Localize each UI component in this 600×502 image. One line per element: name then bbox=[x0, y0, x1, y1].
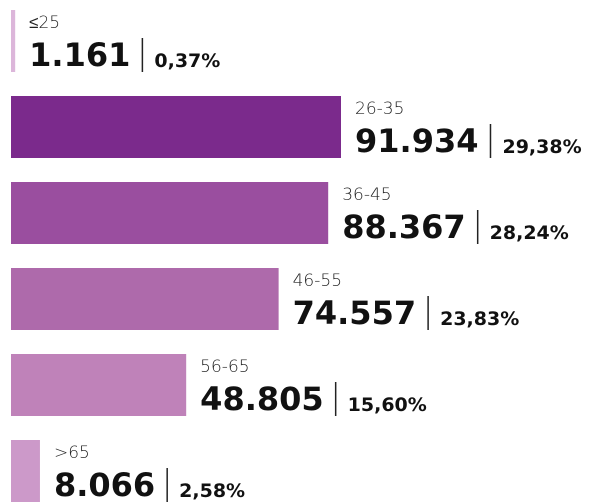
value-label: 8.066 bbox=[54, 466, 155, 502]
bar bbox=[11, 268, 279, 330]
category-label: 46-55 bbox=[293, 271, 342, 291]
bar bbox=[11, 354, 187, 416]
category-label: 26-35 bbox=[355, 99, 404, 119]
bar bbox=[11, 440, 40, 502]
share-label: 15,60% bbox=[348, 394, 427, 416]
value-label: 88.367 bbox=[342, 208, 465, 246]
value-label: 1.161 bbox=[29, 36, 130, 74]
value-label: 91.934 bbox=[355, 122, 478, 160]
bar bbox=[11, 96, 341, 158]
share-label: 23,83% bbox=[440, 308, 519, 330]
category-label: ≤25 bbox=[29, 13, 60, 33]
share-label: 0,37% bbox=[154, 50, 220, 72]
value-label: 48.805 bbox=[200, 380, 323, 418]
category-label: 56-65 bbox=[200, 357, 249, 377]
category-label: >65 bbox=[54, 443, 90, 463]
value-label: 74.557 bbox=[293, 294, 416, 332]
bar bbox=[11, 10, 16, 72]
share-label: 2,58% bbox=[179, 480, 245, 502]
bar bbox=[11, 182, 329, 244]
category-label: 36-45 bbox=[342, 185, 391, 205]
share-label: 29,38% bbox=[502, 136, 581, 158]
share-label: 28,24% bbox=[490, 222, 569, 244]
